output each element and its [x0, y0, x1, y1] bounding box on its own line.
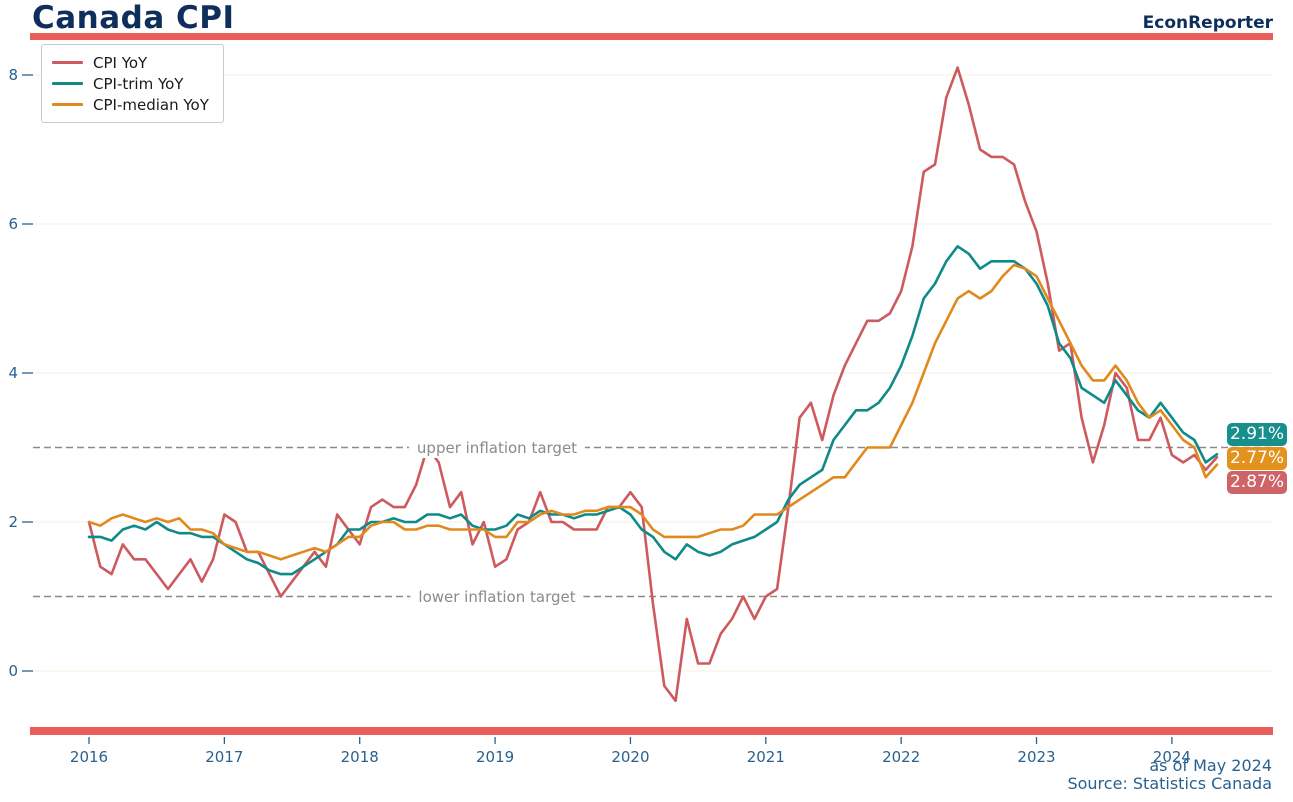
y-tick-label-4: 4 — [8, 364, 18, 382]
x-tick-label-2022: 2022 — [882, 748, 920, 766]
y-tick-label-6: 6 — [8, 215, 18, 233]
series-line-cpi-median-yoy — [87, 263, 1219, 561]
y-tick-label-8: 8 — [8, 66, 18, 84]
x-tick-label-2021: 2021 — [747, 748, 785, 766]
x-tick-label-2018: 2018 — [341, 748, 379, 766]
upper-target-label: upper inflation target — [408, 438, 586, 458]
legend-swatch-cpi-trim — [52, 82, 83, 85]
legend-swatch-cpi — [52, 61, 83, 64]
as-of-note: as of May 2024 — [1149, 756, 1272, 775]
x-tick-label-2019: 2019 — [476, 748, 514, 766]
x-tick-label-2016: 2016 — [70, 748, 108, 766]
bottom-accent-bar — [30, 727, 1273, 735]
brand-logo-text: EconReporter — [1142, 13, 1273, 33]
legend-label-cpi: CPI YoY — [93, 53, 148, 72]
x-tick-label-2020: 2020 — [611, 748, 649, 766]
top-accent-bar — [30, 33, 1273, 40]
legend-label-cpi-median: CPI-median YoY — [93, 95, 209, 114]
series-line-cpi-yoy — [87, 66, 1219, 703]
series-line-cpi-trim-yoy — [87, 245, 1219, 576]
end-value-badge-median: 2.77% — [1227, 447, 1287, 470]
x-tick-label-2017: 2017 — [205, 748, 243, 766]
legend-item-cpi-trim: CPI-trim YoY — [52, 73, 209, 94]
x-tick-label-2023: 2023 — [1017, 748, 1055, 766]
end-value-badge-trim: 2.91% — [1227, 423, 1287, 446]
lower-target-label: lower inflation target — [410, 587, 584, 607]
legend: CPI YoY CPI-trim YoY CPI-median YoY — [41, 44, 224, 123]
legend-label-cpi-trim: CPI-trim YoY — [93, 74, 184, 93]
end-value-badge-cpi: 2.87% — [1227, 471, 1287, 494]
legend-swatch-cpi-median — [52, 103, 83, 106]
legend-item-cpi: CPI YoY — [52, 52, 209, 73]
source-note: Source: Statistics Canada — [1067, 774, 1272, 793]
legend-item-cpi-median: CPI-median YoY — [52, 94, 209, 115]
x-tick-label-2024: 2024 — [1153, 748, 1191, 766]
page-title: Canada CPI — [32, 0, 235, 36]
y-tick-label-2: 2 — [8, 513, 18, 531]
y-tick-label-0: 0 — [8, 662, 18, 680]
